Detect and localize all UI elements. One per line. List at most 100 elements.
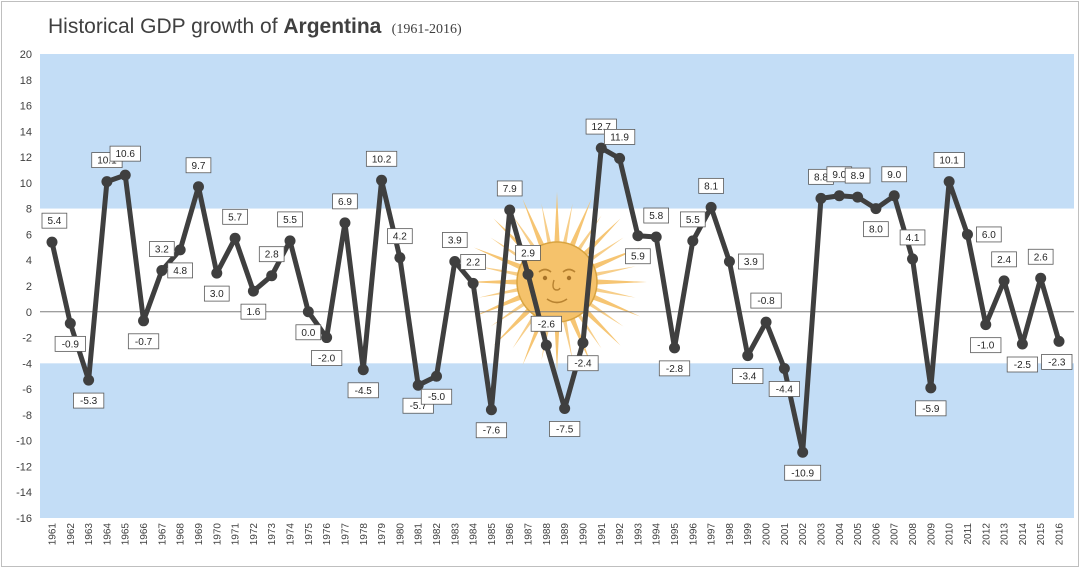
svg-text:-4.4: -4.4 <box>776 384 794 395</box>
y-tick-label: 14 <box>20 126 32 138</box>
data-label-1997: 8.1 <box>698 177 724 194</box>
data-labels: 5.4-0.9-5.310.110.6-0.73.24.89.73.05.71.… <box>41 118 1073 481</box>
data-label-2016: -2.3 <box>1041 354 1073 370</box>
svg-text:9.0: 9.0 <box>887 170 901 181</box>
y-tick-label: 10 <box>20 178 32 190</box>
data-point-1995 <box>669 342 681 354</box>
svg-text:-2.0: -2.0 <box>318 354 336 365</box>
data-point-2010 <box>943 176 955 188</box>
chart-title-range: (1961-2016) <box>392 22 462 37</box>
data-label-1983: 3.9 <box>441 232 468 248</box>
x-tick-label: 1987 <box>524 523 535 546</box>
data-label-2007: 9.0 <box>881 166 908 183</box>
data-point-1964 <box>101 176 113 188</box>
svg-text:10.1: 10.1 <box>97 156 117 167</box>
data-point-1961 <box>46 236 58 248</box>
data-label-1985: -7.6 <box>475 422 508 439</box>
x-tick-label: 1967 <box>157 523 168 546</box>
data-label-2008: 4.1 <box>899 229 926 246</box>
x-tick-label: 1962 <box>66 523 77 546</box>
x-tick-label: 1990 <box>578 523 589 546</box>
svg-text:4.2: 4.2 <box>393 232 407 243</box>
x-tick-label: 2005 <box>853 523 864 546</box>
x-tick-label: 1983 <box>450 523 461 546</box>
data-point-1981 <box>412 379 424 391</box>
data-point-2004 <box>833 190 845 202</box>
series-gdp-growth <box>46 142 1065 458</box>
data-point-1969 <box>192 181 204 193</box>
svg-text:-0.9: -0.9 <box>62 339 80 350</box>
data-point-1999 <box>742 350 754 362</box>
data-label-2013: 2.4 <box>991 251 1017 268</box>
data-label-1968: 4.8 <box>167 262 193 279</box>
svg-text:-0.7: -0.7 <box>135 337 153 348</box>
y-tick-label: -4 <box>22 358 32 370</box>
x-tick-label: 2004 <box>835 523 846 546</box>
data-label-2000: -0.8 <box>750 292 782 309</box>
svg-text:4.8: 4.8 <box>173 266 187 277</box>
svg-text:11.9: 11.9 <box>610 132 629 143</box>
svg-text:9.7: 9.7 <box>192 161 206 172</box>
sun-of-may-emblem <box>467 192 647 372</box>
data-point-2012 <box>980 319 992 331</box>
data-point-1996 <box>687 235 699 247</box>
y-tick-label: 16 <box>20 101 32 113</box>
x-tick-label: 1972 <box>249 523 260 546</box>
x-tick-label: 1988 <box>542 523 553 546</box>
svg-text:9.0: 9.0 <box>832 170 846 181</box>
data-label-2002: -10.9 <box>784 464 822 481</box>
x-tick-label: 1998 <box>725 523 736 546</box>
svg-text:2.9: 2.9 <box>521 248 535 259</box>
data-point-1975 <box>302 306 314 318</box>
x-tick-label: 1977 <box>340 523 351 546</box>
x-tick-label: 1996 <box>688 523 699 546</box>
data-label-1992: 11.9 <box>603 129 636 145</box>
data-label-1962: -0.9 <box>54 335 86 352</box>
data-label-1967: 3.2 <box>149 241 175 257</box>
svg-text:-2.3: -2.3 <box>1048 357 1066 368</box>
x-tick-label: 2000 <box>762 523 773 546</box>
x-tick-label: 2013 <box>1000 523 1011 546</box>
x-tick-label: 2010 <box>945 523 956 546</box>
svg-text:8.0: 8.0 <box>869 225 883 236</box>
svg-text:-3.4: -3.4 <box>739 372 757 383</box>
data-label-1996: 5.5 <box>680 211 706 228</box>
y-tick-label: 18 <box>20 75 32 87</box>
data-point-1987 <box>522 268 534 280</box>
data-label-1980: 4.2 <box>387 228 413 245</box>
data-point-1986 <box>504 204 516 216</box>
data-point-2006 <box>870 203 882 215</box>
data-label-2001: -4.4 <box>768 381 800 397</box>
data-point-2008 <box>907 253 919 265</box>
y-tick-label: -8 <box>22 410 32 422</box>
data-point-1978 <box>357 364 369 376</box>
svg-text:7.9: 7.9 <box>503 184 517 195</box>
y-tick-label: -12 <box>16 461 32 473</box>
data-label-1993: 5.9 <box>625 248 651 265</box>
x-tick-label: 1992 <box>615 523 626 546</box>
x-tick-label: 1975 <box>304 523 315 546</box>
svg-text:5.4: 5.4 <box>47 216 61 227</box>
x-tick-label: 2006 <box>871 523 882 546</box>
y-tick-label: -2 <box>22 333 32 345</box>
data-point-1994 <box>650 231 662 243</box>
data-point-2003 <box>815 192 827 204</box>
data-label-1971: 5.7 <box>222 208 248 225</box>
svg-text:2.2: 2.2 <box>466 257 480 268</box>
x-tick-label: 1964 <box>102 523 113 546</box>
data-point-1962 <box>64 317 76 329</box>
data-label-1975: 0.0 <box>295 324 322 341</box>
x-tick-label: 1970 <box>212 523 223 546</box>
x-tick-label: 1980 <box>395 523 406 546</box>
x-tick-label: 2003 <box>816 523 827 546</box>
x-tick-label: 1968 <box>176 523 187 546</box>
y-tick-label: 6 <box>26 229 32 241</box>
data-point-1998 <box>723 256 735 268</box>
data-point-2013 <box>998 275 1010 287</box>
svg-text:0.0: 0.0 <box>301 328 315 339</box>
data-label-2011: 6.0 <box>976 226 1002 243</box>
svg-text:6.9: 6.9 <box>338 197 352 208</box>
x-tick-label: 2001 <box>780 523 791 546</box>
x-tick-label: 2015 <box>1036 523 1047 546</box>
